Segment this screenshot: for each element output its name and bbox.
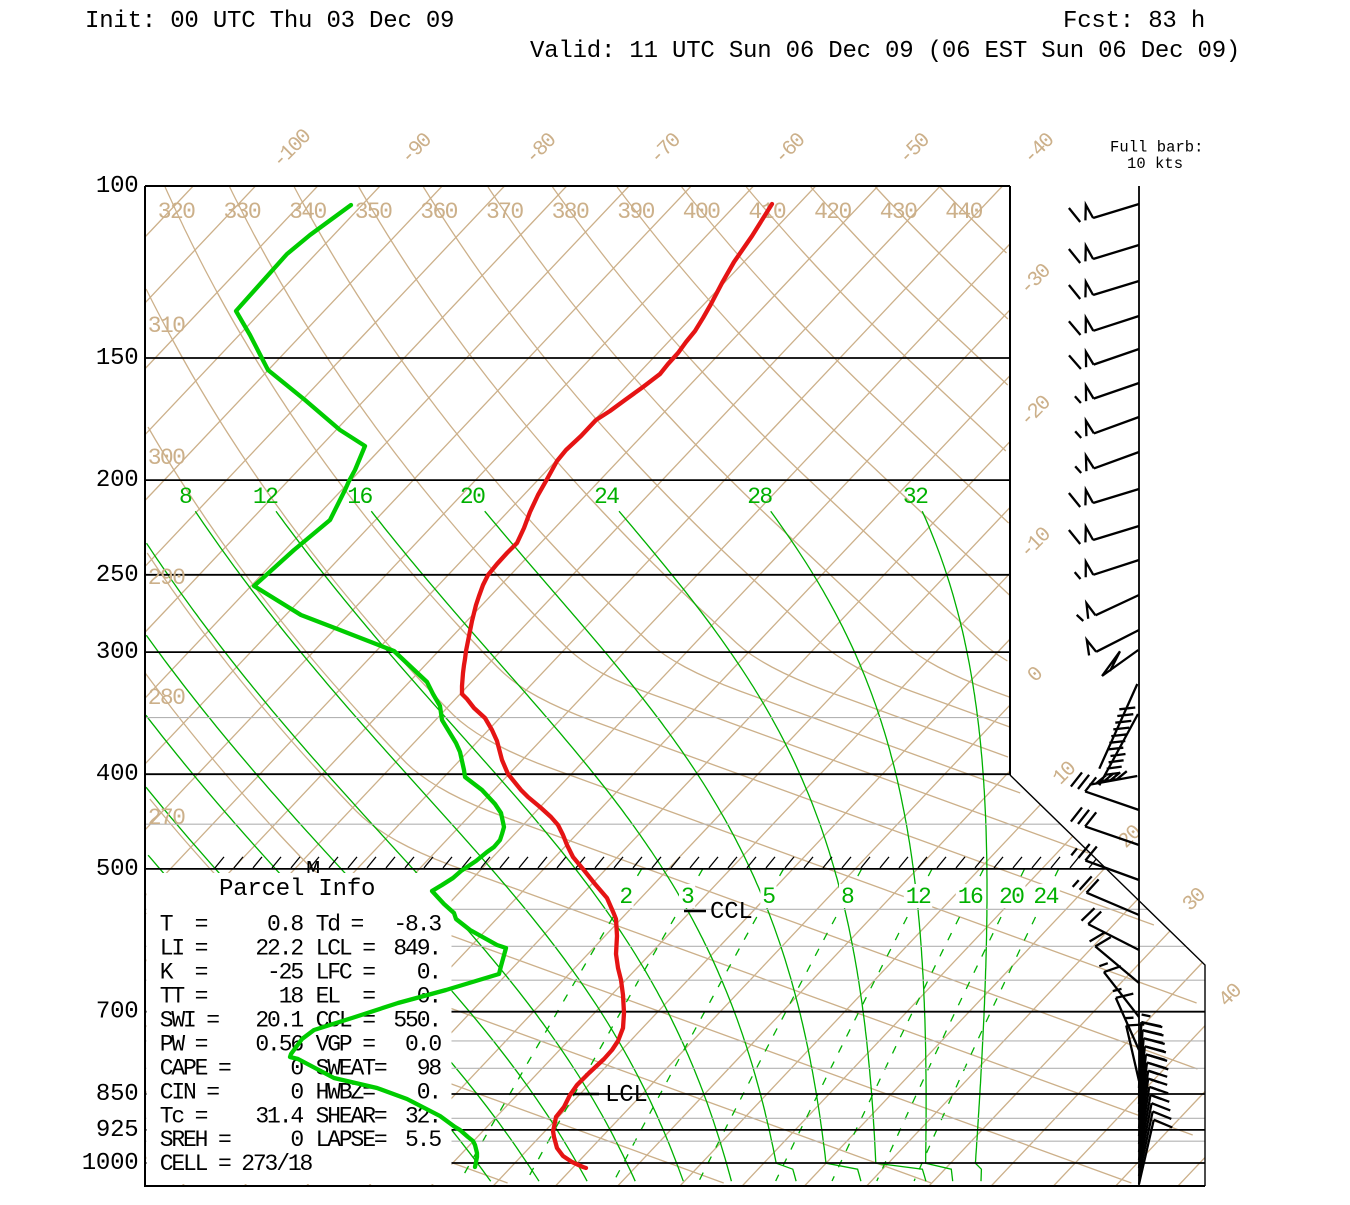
svg-text:16: 16	[347, 484, 372, 510]
svg-text:32: 32	[903, 484, 928, 510]
svg-text:400: 400	[683, 199, 720, 225]
svg-text:Tc =: Tc =	[160, 1103, 208, 1129]
svg-text:LCL: LCL	[605, 1082, 648, 1109]
svg-text:CAPE =: CAPE =	[160, 1055, 231, 1081]
svg-text:Init: 00 UTC Thu 03 Dec 09: Init: 00 UTC Thu 03 Dec 09	[85, 8, 454, 35]
svg-text:5.5: 5.5	[405, 1127, 441, 1153]
svg-text:849.: 849.	[393, 936, 440, 962]
svg-text:CIN =: CIN =	[160, 1079, 220, 1105]
svg-text:270: 270	[148, 805, 185, 831]
svg-text:LI =: LI =	[160, 936, 208, 962]
svg-text:925: 925	[96, 1117, 139, 1144]
svg-text:0.: 0.	[417, 959, 440, 985]
svg-text:290: 290	[148, 565, 185, 591]
svg-text:20: 20	[460, 484, 485, 510]
svg-text:8: 8	[841, 884, 854, 910]
svg-text:Parcel Info: Parcel Info	[219, 876, 375, 903]
svg-text:LCL =: LCL =	[316, 936, 376, 962]
svg-text:250: 250	[96, 562, 139, 589]
svg-text:360: 360	[420, 199, 457, 225]
svg-text:-25: -25	[267, 959, 303, 985]
svg-text:12: 12	[906, 884, 931, 910]
svg-text:440: 440	[945, 199, 982, 225]
svg-text:Td =: Td =	[316, 912, 364, 938]
svg-text:380: 380	[552, 199, 589, 225]
svg-text:SHEAR=: SHEAR=	[316, 1103, 387, 1129]
svg-text:LFC =: LFC =	[316, 959, 376, 985]
svg-text:98: 98	[417, 1055, 442, 1081]
svg-text:0: 0	[290, 1079, 303, 1105]
svg-text:330: 330	[223, 199, 260, 225]
svg-text:SWI =: SWI =	[160, 1007, 220, 1033]
svg-text:320: 320	[158, 199, 195, 225]
svg-text:20.1: 20.1	[255, 1007, 303, 1033]
svg-text:Full barb:: Full barb:	[1110, 139, 1204, 157]
svg-text:5: 5	[762, 884, 775, 910]
svg-text:280: 280	[148, 685, 185, 711]
svg-text:8: 8	[179, 484, 192, 510]
svg-text:310: 310	[148, 313, 185, 339]
svg-text:HWBZ=: HWBZ=	[316, 1079, 376, 1105]
svg-text:420: 420	[814, 199, 851, 225]
svg-text:550.: 550.	[393, 1007, 440, 1033]
svg-text:VGP =: VGP =	[316, 1031, 376, 1057]
svg-text:350: 350	[355, 199, 392, 225]
svg-text:1000: 1000	[82, 1150, 139, 1177]
svg-text:10 kts: 10 kts	[1127, 155, 1183, 173]
svg-text:LAPSE=: LAPSE=	[316, 1127, 387, 1153]
svg-text:28: 28	[747, 484, 772, 510]
svg-text:100: 100	[96, 173, 139, 200]
svg-text:340: 340	[289, 199, 326, 225]
svg-text:400: 400	[96, 761, 139, 788]
svg-text:0.8: 0.8	[267, 912, 303, 938]
svg-text:16: 16	[958, 884, 983, 910]
svg-text:2: 2	[619, 884, 632, 910]
svg-text:200: 200	[96, 467, 139, 494]
svg-text:PW =: PW =	[160, 1031, 208, 1057]
svg-text:12: 12	[253, 484, 278, 510]
svg-text:CELL = 273/18: CELL = 273/18	[160, 1151, 313, 1177]
svg-text:K =: K =	[160, 959, 208, 985]
svg-text:24: 24	[594, 484, 619, 510]
svg-text:0.0: 0.0	[405, 1031, 441, 1057]
svg-text:500: 500	[96, 856, 139, 883]
svg-text:24: 24	[1033, 884, 1058, 910]
svg-text:CCL: CCL	[710, 899, 753, 926]
svg-text:430: 430	[880, 199, 917, 225]
svg-text:18: 18	[279, 983, 304, 1009]
svg-text:390: 390	[617, 199, 654, 225]
svg-text:SWEAT=: SWEAT=	[316, 1055, 387, 1081]
svg-text:SREH =: SREH =	[160, 1127, 231, 1153]
svg-text:T =: T =	[160, 912, 208, 938]
svg-text:20: 20	[999, 884, 1024, 910]
svg-text:TT =: TT =	[160, 983, 208, 1009]
svg-text:Fcst: 83 h: Fcst: 83 h	[1063, 8, 1205, 35]
svg-text:300: 300	[148, 445, 185, 471]
svg-text:31.4: 31.4	[255, 1103, 303, 1129]
svg-text:22.2: 22.2	[255, 936, 303, 962]
svg-text:150: 150	[96, 345, 139, 372]
svg-text:850: 850	[96, 1081, 139, 1108]
svg-text:700: 700	[96, 999, 139, 1026]
svg-text:0: 0	[290, 1127, 303, 1153]
svg-text:Valid: 11 UTC Sun 06 Dec 09 (0: Valid: 11 UTC Sun 06 Dec 09 (06 EST Sun …	[530, 38, 1240, 65]
svg-text:-8.3: -8.3	[393, 912, 441, 938]
svg-text:370: 370	[486, 199, 523, 225]
svg-text:EL =: EL =	[316, 983, 376, 1009]
svg-text:300: 300	[96, 639, 139, 666]
svg-text:0.: 0.	[417, 1079, 440, 1105]
svg-text:3: 3	[681, 884, 694, 910]
